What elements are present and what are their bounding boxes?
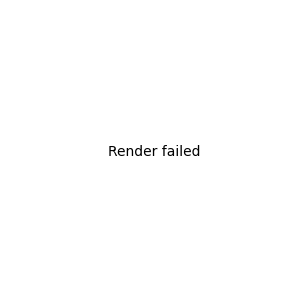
Text: Render failed: Render failed bbox=[107, 145, 200, 158]
